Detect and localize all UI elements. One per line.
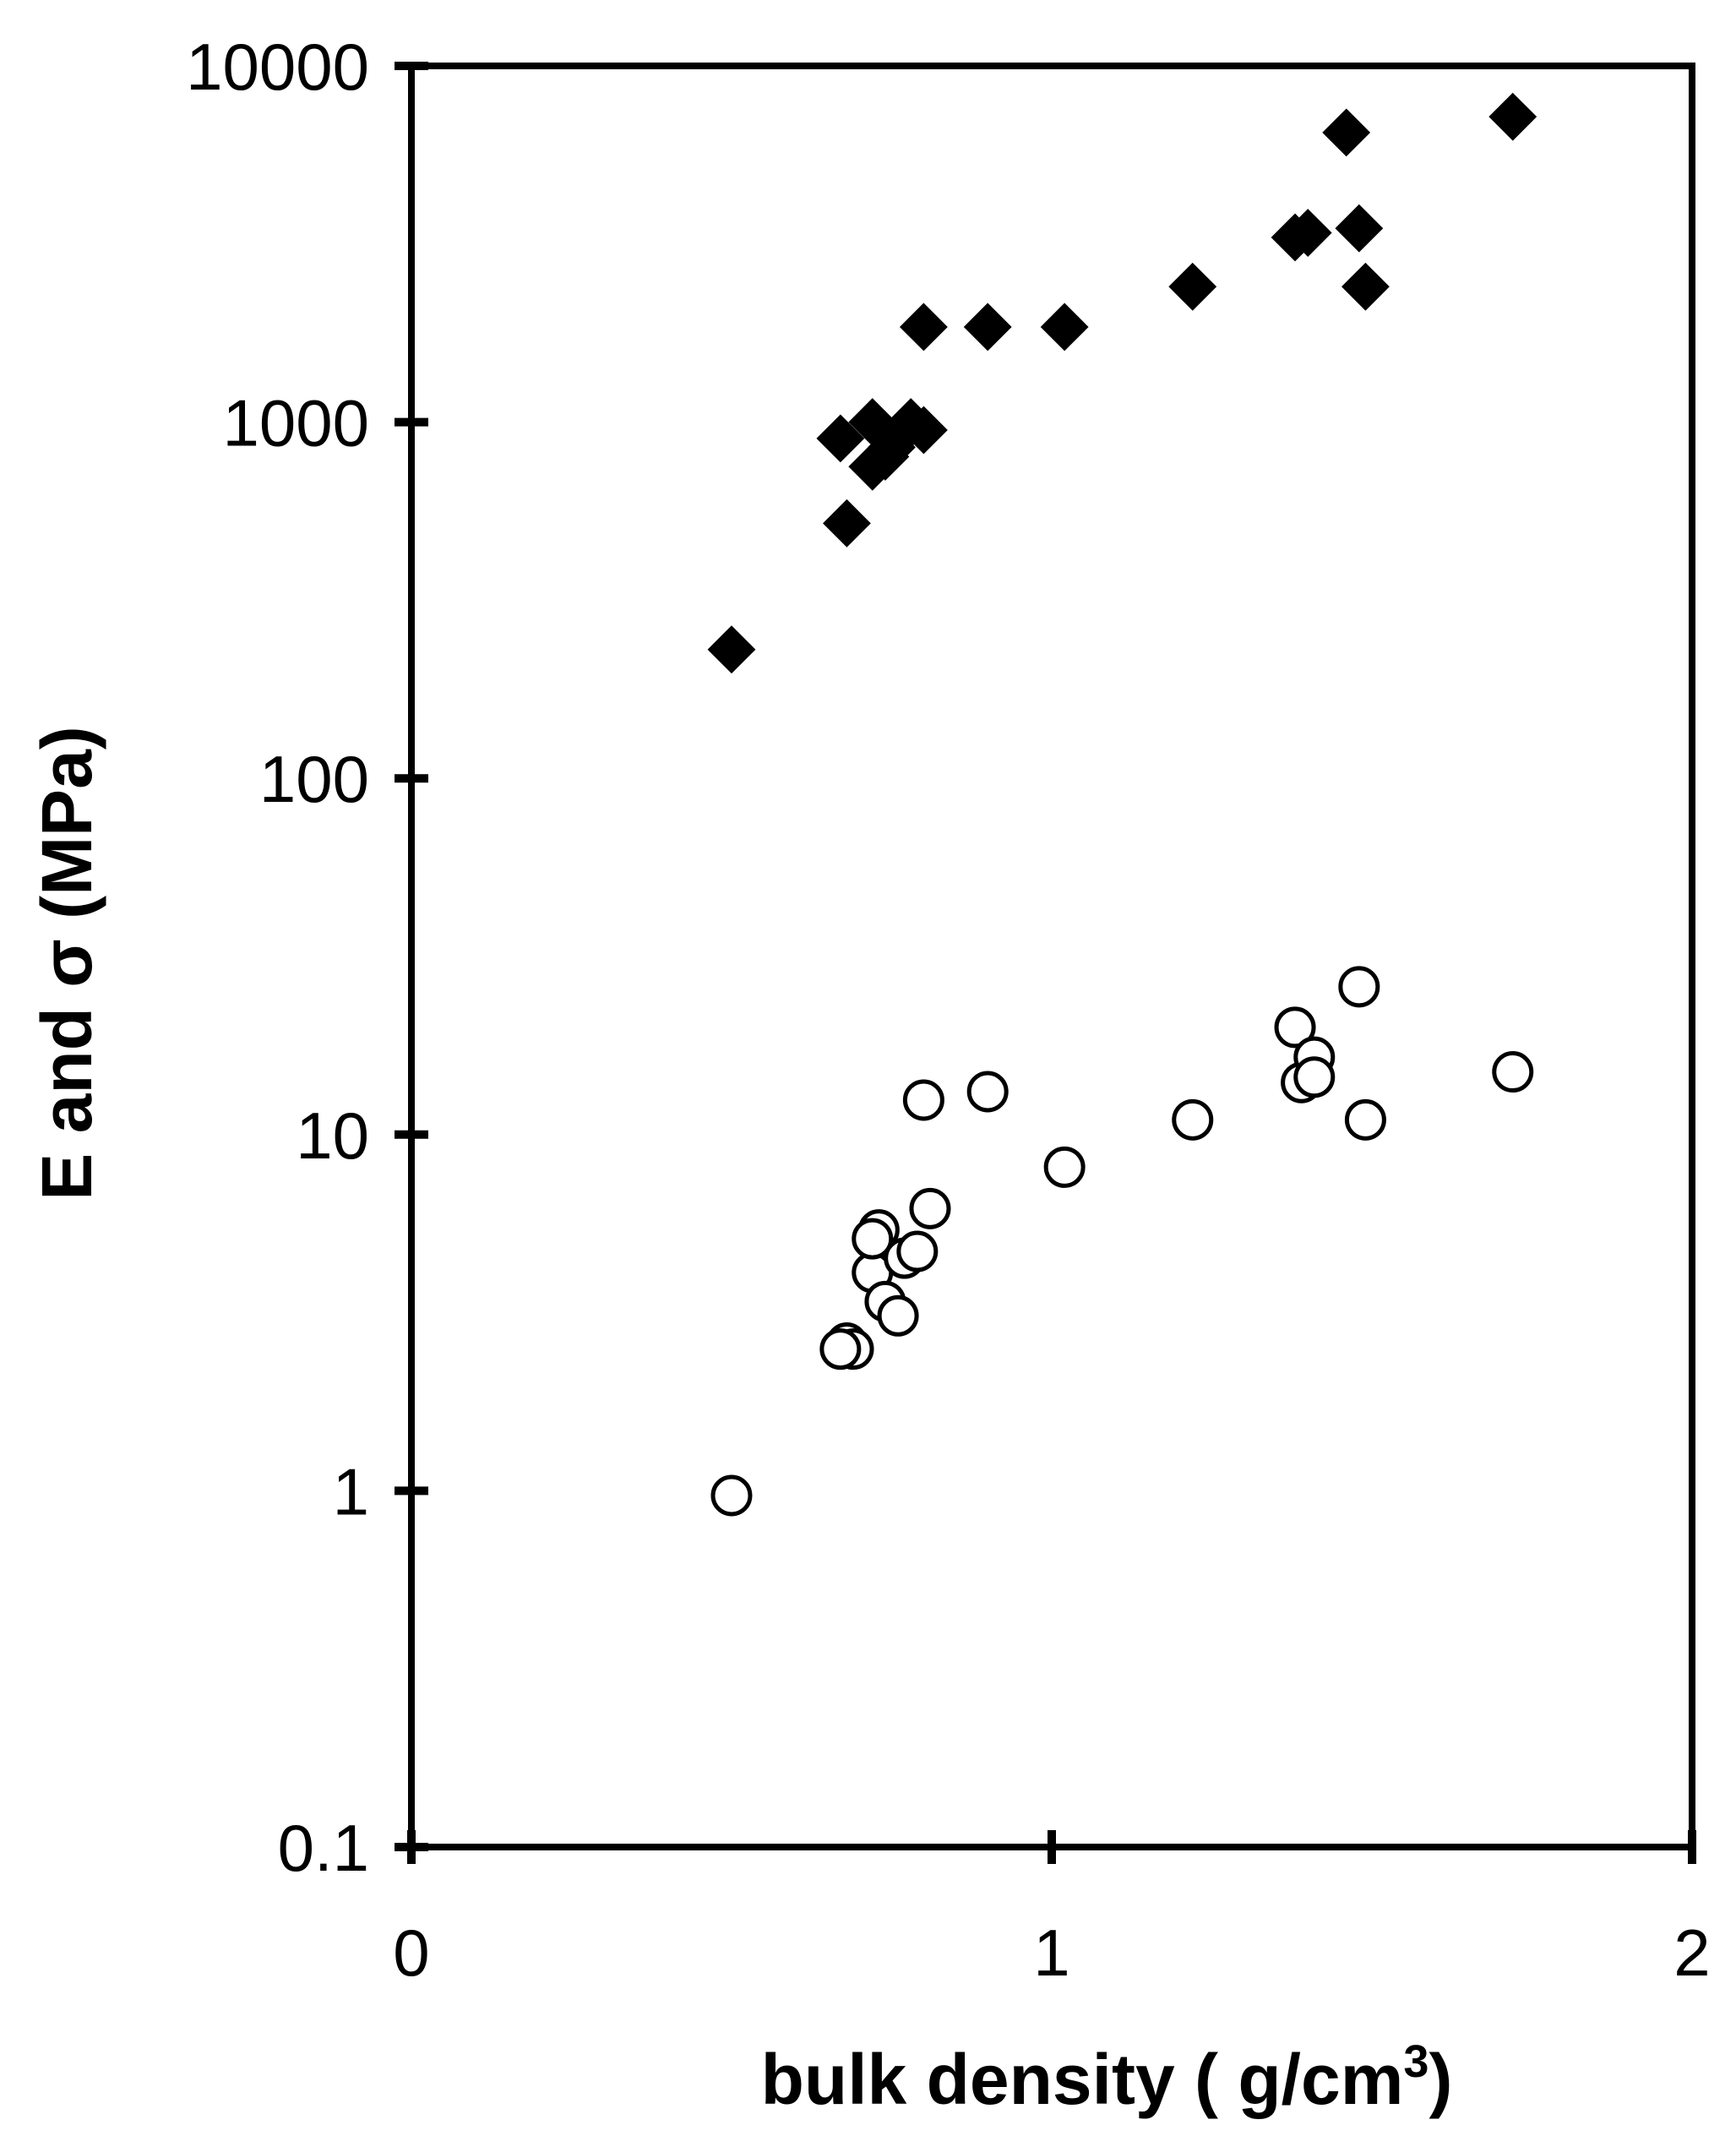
circle-point-12 [909,1187,951,1229]
plot-area [707,92,1537,1517]
circle-point-15 [1172,1098,1214,1141]
diamond-point-0 [707,625,756,674]
diamond-point-12 [1040,302,1089,351]
circle-point-11 [902,1079,944,1121]
x-tick-label-2: 2 [1673,1915,1710,1990]
circle-point-16 [1274,1006,1316,1049]
circle-point-14 [1043,1146,1086,1188]
diamond-point-2 [816,414,865,463]
y-tick-label-5: 10000 [186,30,369,104]
circle-point-20 [1338,966,1380,1008]
circle-point-8 [877,1294,919,1337]
circle-point-0 [710,1474,753,1517]
x-tick-label-1: 1 [1033,1915,1069,1990]
y-tick-label-3: 100 [259,742,369,816]
circle-point-13 [966,1071,1009,1113]
diamond-point-18 [1341,262,1390,311]
circle-point-10 [896,1230,939,1272]
y-tick-label-0: 0.1 [278,1811,369,1885]
circle-point-6 [852,1218,894,1260]
x-tick-label-0: 0 [393,1915,429,1990]
diamond-point-19 [1488,92,1537,141]
diamond-point-9 [899,406,948,455]
diamond-point-10 [899,302,948,351]
diamond-point-16 [1322,108,1371,157]
y-tick-label-2: 10 [296,1098,369,1173]
diamond-point-17 [1335,204,1384,253]
circle-point-3 [819,1328,862,1370]
x-axis-title: bulk density ( g/cm3) [761,2036,1453,2119]
axes: 0.1 1 10 100 1000 10000 0 1 2 [186,30,1711,1990]
y-tick-label-4: 1000 [222,386,369,460]
y-tick-label-1: 1 [333,1454,369,1529]
diamond-point-11 [963,302,1012,351]
y-axis-title: E and σ (MPa) [27,726,106,1201]
circle-point-19 [1293,1056,1336,1098]
diamond-point-1 [823,499,871,548]
diamond-point-15 [1283,209,1332,257]
circle-point-21 [1344,1098,1386,1141]
diamond-point-13 [1168,262,1217,311]
circle-point-22 [1492,1051,1534,1093]
